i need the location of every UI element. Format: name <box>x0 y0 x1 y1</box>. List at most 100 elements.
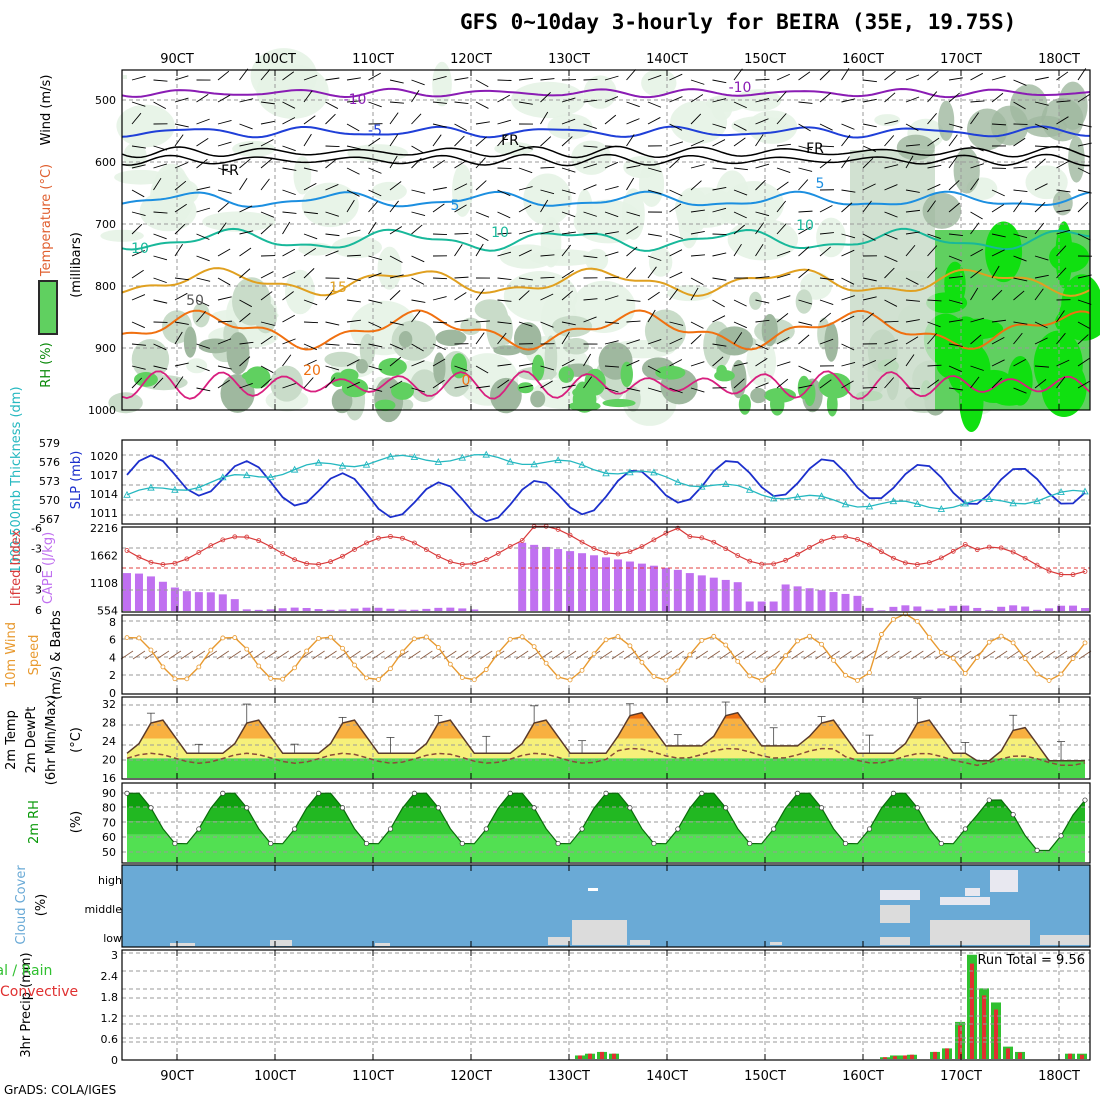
wind-barb <box>798 71 811 81</box>
wind-barb <box>1013 387 1027 394</box>
wind-barb <box>583 316 597 323</box>
contour-label: 5 <box>816 176 825 192</box>
wind-speed-marker <box>1058 671 1064 677</box>
wind-barb <box>1077 274 1092 279</box>
wind-barb <box>389 255 403 263</box>
wind-barb <box>497 321 512 325</box>
wind-barb <box>196 255 210 262</box>
rh-shade-green <box>241 370 269 382</box>
thickness-marker <box>721 480 730 488</box>
wind-barb <box>282 145 296 152</box>
wind-barb <box>1034 158 1046 169</box>
wind-barb <box>1077 189 1092 194</box>
wind-speed-marker <box>316 635 322 641</box>
wind-speed-marker <box>639 659 645 665</box>
wind-barb <box>841 277 855 285</box>
wind-barb <box>798 365 812 373</box>
wind-barb <box>690 287 699 301</box>
surface-wind-barb <box>959 650 972 660</box>
wind-barb <box>454 365 468 372</box>
wind-barb <box>626 339 640 345</box>
wind-barb <box>497 379 510 389</box>
wind-barb <box>948 156 958 169</box>
lifted-index-marker <box>902 560 908 566</box>
wind-speed-marker <box>531 644 537 649</box>
wind-barb <box>583 163 598 169</box>
wind-barb <box>217 94 231 103</box>
surface-wind-barb <box>336 650 349 660</box>
wind-barb <box>540 293 554 301</box>
rh2m-marker <box>411 790 417 796</box>
wind-barb <box>626 118 640 125</box>
cape-bar <box>350 608 359 611</box>
rh-shade-green <box>716 364 727 378</box>
wind-barb <box>131 164 146 169</box>
wind-barb <box>712 343 727 347</box>
slp-tick-label: 1020 <box>90 450 118 463</box>
rh-shade-green <box>738 394 751 415</box>
wind-barb <box>561 136 573 147</box>
wind-barb <box>411 157 422 169</box>
wind-barb <box>217 320 233 323</box>
wind-barb <box>1013 290 1025 301</box>
wind-barb <box>862 312 874 323</box>
rh2m-marker <box>579 826 585 832</box>
lifted-index-marker <box>316 561 322 567</box>
lifted-index-marker <box>232 534 238 540</box>
rh2m-marker <box>316 790 322 796</box>
wind-barb <box>1034 365 1049 368</box>
wind-speed-marker <box>687 652 693 658</box>
wind-barb <box>690 94 704 103</box>
precip-axis-label: 3hr Precip (mm) <box>19 952 34 1057</box>
lifted-index-marker <box>340 553 345 559</box>
wind-barb <box>217 379 230 389</box>
cape-bar <box>422 608 431 611</box>
rh2m-marker <box>172 840 178 847</box>
wind-barb <box>346 123 360 132</box>
lifted-index-marker <box>519 538 525 543</box>
wind-barb <box>862 183 876 191</box>
wind-barb <box>411 310 421 323</box>
wind-barb <box>776 250 791 257</box>
rh-shade-light <box>547 113 593 140</box>
lifted-index-marker <box>292 557 298 563</box>
rh-shade-mid <box>254 301 277 334</box>
wind-barb <box>368 387 383 392</box>
wind-barb <box>1056 145 1071 150</box>
wind-barb <box>303 299 318 306</box>
surface-wind-barb <box>312 650 325 660</box>
rh2m-marker <box>818 805 825 811</box>
wind-barb <box>389 181 402 191</box>
rh2m-marker <box>148 805 154 811</box>
wind-barb <box>325 211 339 217</box>
wind-speed-marker <box>543 660 549 666</box>
surface-wind-barb <box>707 650 720 660</box>
lifted-index-marker <box>747 558 753 564</box>
rh-shade-mid <box>400 399 414 411</box>
thickness-marker <box>434 458 443 465</box>
wind-barb <box>819 205 833 213</box>
wind-barb <box>411 343 424 352</box>
rh-shade-top <box>922 192 962 229</box>
wind-speed-marker <box>651 674 657 679</box>
wind-barb <box>841 295 855 301</box>
surface-wind-barb <box>1018 650 1032 660</box>
wind-barb <box>755 118 769 125</box>
temp-tick-label: 28 <box>102 717 116 730</box>
rh-shade-dark <box>715 326 754 356</box>
wind-barb <box>217 167 232 173</box>
lifted-index-tick-label: 0 <box>35 563 42 576</box>
wind-barb <box>260 178 270 191</box>
wind-barb <box>196 207 211 213</box>
wind-barb <box>131 294 146 301</box>
isotherm-10 <box>121 227 1091 252</box>
surface-wind-barb <box>180 650 194 660</box>
wind-barb <box>131 189 145 198</box>
lifted-index-marker <box>471 561 477 566</box>
cape-bar <box>805 588 814 611</box>
wind-barb <box>368 343 383 348</box>
wind-barb <box>497 135 507 147</box>
wind-barb <box>991 92 1004 103</box>
rh-shade-dark <box>530 390 546 408</box>
wind-barb <box>432 134 442 147</box>
